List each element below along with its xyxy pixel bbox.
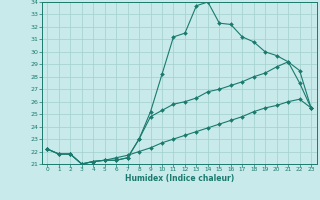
X-axis label: Humidex (Indice chaleur): Humidex (Indice chaleur) bbox=[124, 174, 234, 183]
